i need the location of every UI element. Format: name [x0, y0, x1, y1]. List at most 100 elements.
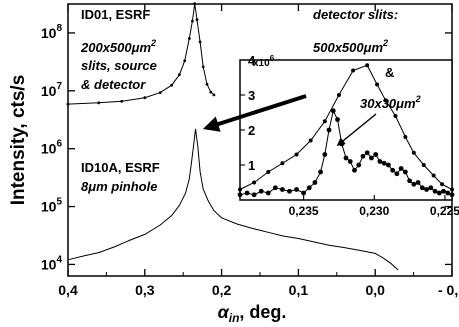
x-axis-label-sub: in: [229, 311, 240, 325]
inset-series-point-500x500: [431, 173, 436, 178]
inset-series-point-500x500: [351, 68, 356, 73]
inset-series-point-30x30: [265, 190, 271, 196]
main-series-point-id01: [120, 99, 124, 103]
inset-series-point-30x30: [445, 190, 451, 196]
inset-series-point-500x500: [403, 135, 408, 139]
main-x-tick-label: 0,4: [58, 282, 78, 298]
inset-series-point-30x30: [301, 190, 306, 196]
inset-series-point-30x30: [258, 188, 264, 194]
main-series-point-id01: [183, 59, 187, 63]
x-axis-label-rest: , deg.: [239, 302, 286, 322]
inset-series-point-30x30: [364, 150, 370, 156]
legend-30x30: 30x30μm2: [360, 94, 421, 111]
legend-500x500: 500x500μm2: [313, 38, 388, 55]
id01-line2: slits, source: [81, 58, 157, 73]
inset-series-point-30x30: [360, 153, 366, 159]
legend-ampersand: &: [385, 65, 394, 80]
legend-500x500-value: 500x500: [313, 40, 364, 55]
inset-series-point-30x30: [347, 159, 353, 164]
inset-x-tick-label: 0,235: [289, 204, 319, 218]
inset-series-point-30x30: [343, 155, 349, 161]
y-axis-label: Intensity, cts/s: [8, 75, 29, 206]
inset-series-point-30x30: [330, 108, 336, 114]
inset-series-point-500x500: [365, 63, 370, 68]
inset-y-multiplier-exp: 6: [270, 54, 275, 63]
main-x-tick-label: 0,2: [212, 282, 232, 298]
inset-series-point-30x30: [373, 152, 379, 157]
inset-series-point-500x500: [411, 150, 416, 155]
inset-series-point-30x30: [352, 167, 357, 173]
inset-series-point-30x30: [441, 188, 446, 194]
inset-series-point-30x30: [432, 188, 438, 194]
main-y-tick-label: 104: [41, 254, 63, 272]
legend-30x30-value: 30x30: [360, 96, 397, 111]
inset-series-point-30x30: [419, 185, 425, 191]
inset-series-point-30x30: [369, 155, 374, 161]
id10-pinhole-rest: m pinhole: [96, 179, 157, 194]
inset-x-tick-label: 0,225: [430, 204, 459, 218]
id01-slit-size-mu: μ: [131, 40, 140, 55]
inset-series-point-500x500: [440, 182, 445, 187]
inset-series-point-500x500: [322, 119, 327, 124]
inset-series-point-30x30: [436, 190, 442, 196]
inset-background: [240, 60, 452, 200]
main-series-point-id01: [193, 2, 197, 6]
inset-series-point-30x30: [402, 169, 408, 175]
inset-series-point-30x30: [322, 152, 328, 157]
main-series-point-id01: [205, 82, 209, 86]
inset-series-point-30x30: [394, 171, 400, 177]
inset-axis-ticks: 0,235 0,230 0,225 1 2 3 4: [240, 53, 459, 218]
main-series-point-id01: [143, 96, 147, 100]
main-y-tick-label: 108: [41, 23, 63, 41]
inset-series-point-30x30: [411, 181, 417, 187]
inset-y-multiplier: x106: [253, 54, 275, 69]
inset-series-point-30x30: [381, 160, 387, 166]
inset-series-point-30x30: [272, 185, 278, 191]
main-x-tick-label: 0,3: [135, 282, 155, 298]
inset-series-point-30x30: [251, 192, 257, 198]
inset-series-point-30x30: [244, 190, 250, 196]
inset-series-point-500x500: [280, 161, 285, 166]
inset-series-point-500x500: [393, 114, 398, 118]
main-series-point-id01: [212, 93, 216, 97]
inset-series-point-30x30: [312, 180, 318, 185]
main-x-tick-label: 0,0: [365, 282, 385, 298]
main-series-point-id01: [158, 91, 162, 95]
inset-series-point-30x30: [306, 185, 312, 191]
inset-series-point-30x30: [294, 187, 299, 192]
main-y-tick-label: 107: [41, 81, 63, 99]
legend-30x30-mu: μ: [395, 96, 404, 111]
inset-series-point-500x500: [421, 163, 426, 167]
inset-x-tick-label: 0,230: [359, 204, 389, 218]
inset-series-point-30x30: [335, 117, 340, 122]
id10-pinhole: 8μm pinhole: [81, 179, 157, 194]
id01-slit-size: 200x500μm2: [80, 38, 156, 55]
legend-30x30-sup: 2: [415, 94, 421, 104]
inset-series-point-30x30: [326, 127, 332, 133]
inset-series-point-30x30: [280, 187, 285, 192]
thin-arrow: [336, 113, 377, 147]
main-series-point-id01: [66, 102, 70, 106]
inset-series-point-500x500: [383, 98, 388, 103]
legend-500x500-m: m: [371, 40, 383, 55]
id10-title: ID10A, ESRF: [81, 160, 160, 175]
inset-series-point-30x30: [386, 162, 391, 168]
main-series-point-id01: [191, 19, 194, 23]
inset-series-point-30x30: [424, 187, 429, 192]
main-series-point-id01: [177, 73, 181, 77]
inset-series-point-500x500: [266, 170, 271, 174]
zoom-arrow: [202, 94, 307, 132]
main-series-point-id01: [187, 37, 191, 40]
main-series-point-id01: [195, 18, 199, 21]
legend-500x500-mu: μ: [363, 40, 372, 55]
id01-line3: & detector: [81, 77, 146, 92]
main-series-point-id01: [209, 90, 213, 94]
id01-slit-size-value: 200x500: [80, 40, 132, 55]
inset-series-point-30x30: [428, 185, 434, 191]
x-axis-label: αin, deg.: [218, 302, 287, 325]
main-series-point-id01: [198, 40, 202, 44]
main-axis-ticks: 0,4 0,3 0,2 0,1 0,0 - 0,1 104 105 106 107 108: [41, 4, 459, 298]
inset-series-point-30x30: [415, 180, 421, 185]
inset-series-point-500x500: [238, 187, 242, 192]
